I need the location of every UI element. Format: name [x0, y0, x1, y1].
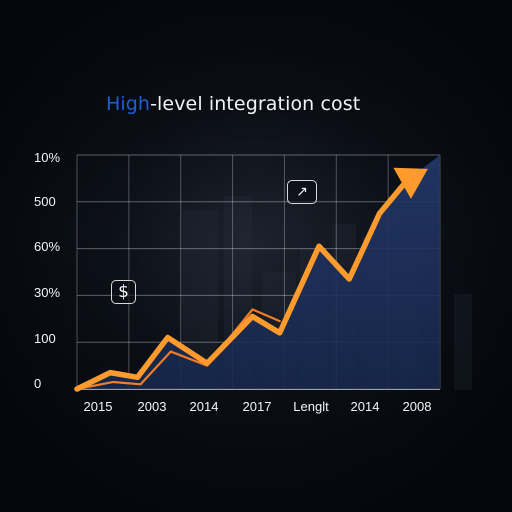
x-tick-label-5: Lenglt — [293, 399, 329, 414]
y-tick-label-5: 100 — [34, 331, 56, 346]
chart-title: High-level integration cost — [106, 95, 360, 114]
y-tick-label-2: 500 — [34, 194, 56, 209]
y-tick-label-6: 0 — [34, 376, 41, 391]
chart-arrow-icon-glyph: ↗ — [296, 184, 308, 200]
orange-arrowhead — [393, 167, 428, 199]
area-fill — [77, 155, 440, 389]
chart-title-prefix: High — [106, 93, 151, 115]
x-tick-label-1: 2015 — [84, 399, 113, 414]
background-building-8 — [454, 294, 472, 390]
y-tick-label-4: 30% — [34, 285, 60, 300]
x-tick-label-6: 2014 — [351, 399, 380, 414]
y-tick-label-3: 60% — [34, 239, 60, 254]
thin-orange-series-line — [75, 308, 281, 391]
dollar-icon-glyph: $ — [118, 282, 129, 302]
chart-title-suffix: -level integration cost — [150, 93, 361, 115]
x-tick-label-4: 2017 — [243, 399, 272, 414]
x-tick-label-2: 2003 — [138, 399, 167, 414]
main-orange-series-line — [74, 177, 410, 392]
chart-arrow-icon: ↗ — [287, 180, 317, 204]
y-tick-label-1: 10% — [34, 150, 60, 165]
dollar-icon: $ — [111, 280, 136, 304]
x-tick-label-3: 2014 — [190, 399, 219, 414]
x-tick-label-7: 2008 — [403, 399, 432, 414]
